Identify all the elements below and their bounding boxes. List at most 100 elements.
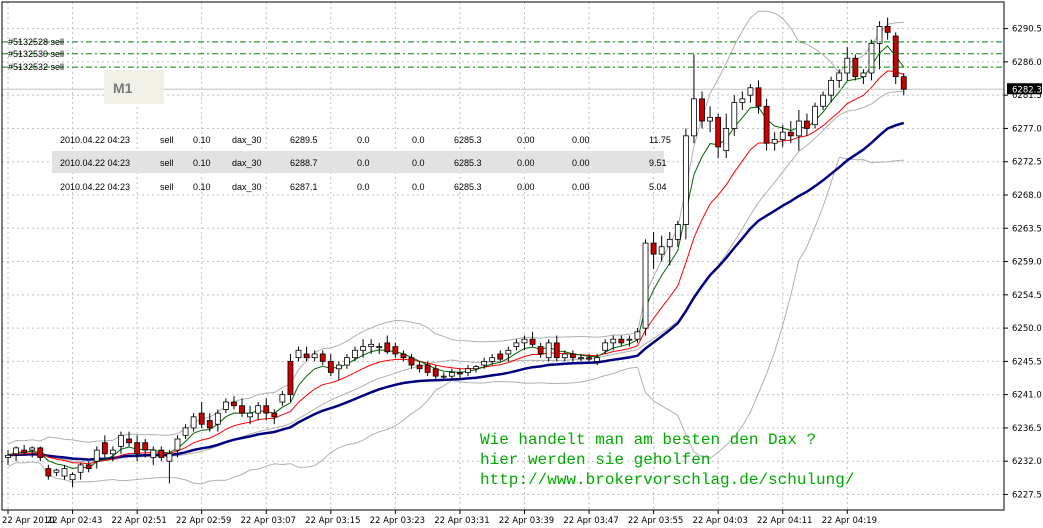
- bull-candle: [610, 338, 617, 344]
- trade-cell: 6285.3: [454, 135, 482, 145]
- trade-cell: 6287.1: [290, 182, 318, 192]
- bollinger-lower-line: [7, 156, 904, 485]
- bear-candle: [586, 357, 592, 360]
- trade-cell: 2010.04.22 04:23: [60, 158, 130, 168]
- trade-cell: 9.51: [649, 158, 667, 168]
- trade-cell: 0.10: [193, 182, 211, 192]
- bull-candle: [352, 349, 358, 359]
- bear-candle: [804, 120, 810, 129]
- y-tick-label: 6245.5: [1012, 357, 1042, 367]
- bull-candle: [376, 346, 383, 348]
- bull-candle: [448, 372, 455, 377]
- bear-candle: [21, 449, 28, 453]
- y-tick-label: 6259.0: [1012, 258, 1042, 268]
- trade-cell: 0.10: [193, 135, 211, 145]
- y-tick-label: 6250.0: [1012, 324, 1042, 334]
- x-tick-label: 22 Apr 04:03: [692, 516, 747, 526]
- x-tick-label: 22 Apr 03:07: [241, 516, 296, 526]
- bear-candle: [408, 357, 415, 366]
- bear-candle: [287, 360, 294, 396]
- trade-cell: 2010.04.22 04:23: [60, 182, 130, 192]
- y-tick-label: 6286.0: [1012, 58, 1042, 68]
- x-tick-label: 22 Apr 03:47: [563, 516, 618, 526]
- bull-candle: [118, 434, 124, 447]
- bull-candle: [779, 131, 786, 140]
- order-lines[interactable]: #5132528 sell #5132530 sell #5132532 sell: [2, 37, 1004, 72]
- bull-candle: [658, 246, 665, 255]
- bull-candle: [731, 102, 738, 129]
- bear-candle: [553, 342, 560, 359]
- bull-candle: [344, 357, 350, 366]
- bull-candle: [844, 57, 851, 74]
- bear-candle: [699, 98, 705, 122]
- bull-candle: [682, 135, 689, 225]
- annotation-line-1: Wie handelt man am besten den Dax ?: [480, 431, 816, 449]
- trade-cell: 5.04: [649, 182, 667, 192]
- y-tick-label: 6254.5: [1012, 291, 1042, 301]
- x-tick-label: 22 Apr 03:55: [628, 516, 683, 526]
- bear-candle: [715, 116, 722, 148]
- bear-candle: [392, 346, 399, 355]
- y-tick-label: 6290.5: [1012, 25, 1042, 35]
- bull-candle: [489, 357, 496, 362]
- bull-candle: [707, 116, 713, 122]
- y-tick-label: 6277.0: [1012, 124, 1042, 134]
- bear-candle: [85, 464, 92, 469]
- bull-candle: [69, 474, 76, 481]
- bull-candle: [795, 120, 802, 137]
- bull-candle: [626, 338, 633, 341]
- bull-candle: [561, 353, 568, 359]
- bear-candle: [263, 405, 270, 414]
- bear-candle: [424, 364, 431, 373]
- bull-candle: [812, 105, 818, 126]
- bull-candle: [747, 87, 754, 96]
- bull-candle: [440, 375, 447, 378]
- y-tick-label: 6281.5: [1012, 91, 1042, 101]
- trade-cell: 0.0: [357, 182, 370, 192]
- bull-candle: [828, 79, 835, 96]
- x-tick-label: 22 Apr 03:39: [499, 516, 554, 526]
- x-tick-label: 22 Apr 03:15: [305, 516, 360, 526]
- bull-candle: [61, 468, 68, 477]
- current-price-marker: 6282.3: [1007, 83, 1042, 95]
- bull-candle: [666, 238, 673, 248]
- bull-candle: [723, 128, 730, 152]
- bear-candle: [198, 412, 205, 425]
- bear-candle: [206, 420, 213, 429]
- bear-candle: [134, 442, 141, 455]
- bear-candle: [319, 353, 326, 362]
- bull-candle: [465, 368, 471, 373]
- trade-cell: sell: [160, 135, 174, 145]
- ma-fast-line: [7, 45, 905, 470]
- bear-candle: [892, 35, 899, 78]
- bear-candle: [239, 405, 245, 414]
- trade-cell: dax_30: [232, 135, 262, 145]
- bull-candle: [602, 342, 609, 351]
- bull-candle: [836, 72, 843, 81]
- bear-candle: [787, 131, 794, 137]
- bear-candle: [497, 353, 504, 360]
- trade-cell: 6285.3: [454, 182, 482, 192]
- bull-candle: [505, 349, 512, 355]
- timeframe-label-background: [104, 70, 164, 104]
- bollinger-middle-line: [7, 90, 904, 463]
- x-tick-label: 22 Apr 03:23: [370, 516, 425, 526]
- current-price-box: [1007, 83, 1042, 95]
- x-tick-label: 22 Apr 04:11: [757, 516, 812, 526]
- y-tick-label: 6272.5: [1012, 158, 1042, 168]
- trade-cell: 0.0: [412, 158, 425, 168]
- trade-cell: 0.0: [412, 182, 425, 192]
- annotation-line-2: hier werden sie geholfen: [480, 451, 710, 469]
- bear-candle: [271, 412, 278, 418]
- bull-candle: [481, 360, 488, 366]
- order-label: #5132530 sell: [8, 49, 64, 59]
- bear-candle: [884, 26, 891, 33]
- trade-cell: 2010.04.22 04:23: [60, 135, 130, 145]
- order-label: #5132528 sell: [8, 37, 64, 47]
- bull-candle: [860, 72, 867, 78]
- bear-candle: [37, 447, 44, 458]
- y-tick-label: 6236.5: [1012, 424, 1042, 434]
- bull-candle: [13, 447, 19, 455]
